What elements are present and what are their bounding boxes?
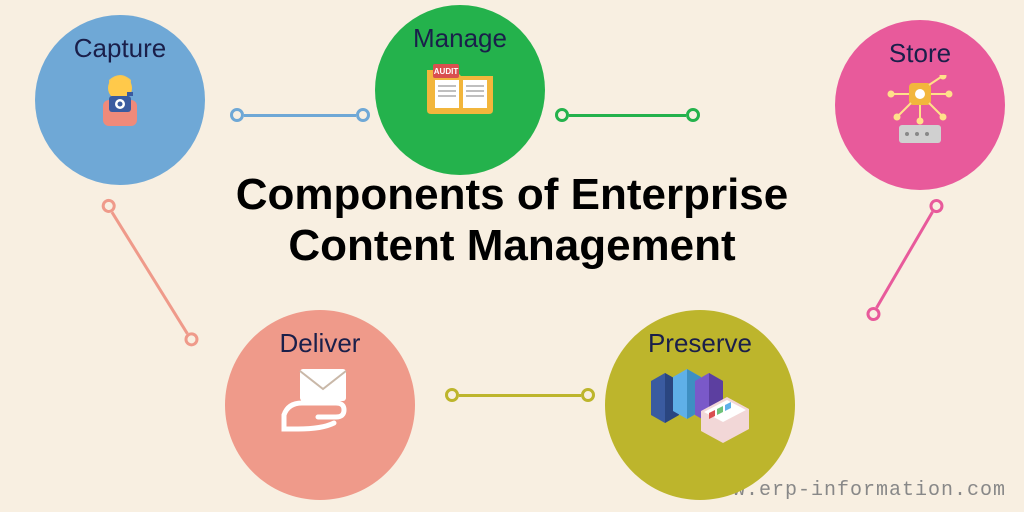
hand-envelope-icon [278, 365, 362, 437]
connector-line [111, 211, 189, 334]
svg-text:AUDIT: AUDIT [434, 67, 459, 76]
person-camera-icon [89, 70, 151, 132]
connector-dot-icon [581, 388, 595, 402]
chip-circuit-icon [881, 75, 959, 147]
connector-dot-icon [445, 388, 459, 402]
connector-dot-icon [686, 108, 700, 122]
infographic-canvas: Components of Enterprise Content Managem… [0, 0, 1024, 512]
node-deliver: Deliver [225, 310, 415, 500]
node-preserve: Preserve [605, 310, 795, 500]
connector [445, 388, 595, 402]
node-manage: Manage AUDIT [375, 5, 545, 175]
connector [864, 196, 946, 323]
node-store: Store [835, 20, 1005, 190]
servers-monitor-icon [645, 365, 755, 445]
connector-dot-icon [555, 108, 569, 122]
connector-dot-icon [230, 108, 244, 122]
main-title: Components of Enterprise Content Managem… [236, 170, 789, 271]
node-capture: Capture [35, 15, 205, 185]
title-line-2: Content Management [236, 221, 789, 272]
connector [555, 108, 700, 122]
connector [99, 196, 201, 348]
connector-line [244, 114, 356, 117]
audit-folder-icon: AUDIT [421, 60, 499, 116]
connector-line [569, 114, 686, 117]
title-line-1: Components of Enterprise [236, 170, 789, 221]
connector-line [876, 211, 934, 308]
connector-dot-icon [99, 196, 118, 215]
connector-line [459, 394, 581, 397]
node-label: Store [889, 38, 951, 69]
connector [230, 108, 370, 122]
connector-dot-icon [864, 304, 883, 323]
node-label: Capture [74, 33, 167, 64]
node-label: Preserve [648, 328, 752, 359]
node-label: Deliver [280, 328, 361, 359]
connector-dot-icon [356, 108, 370, 122]
node-label: Manage [413, 23, 507, 54]
